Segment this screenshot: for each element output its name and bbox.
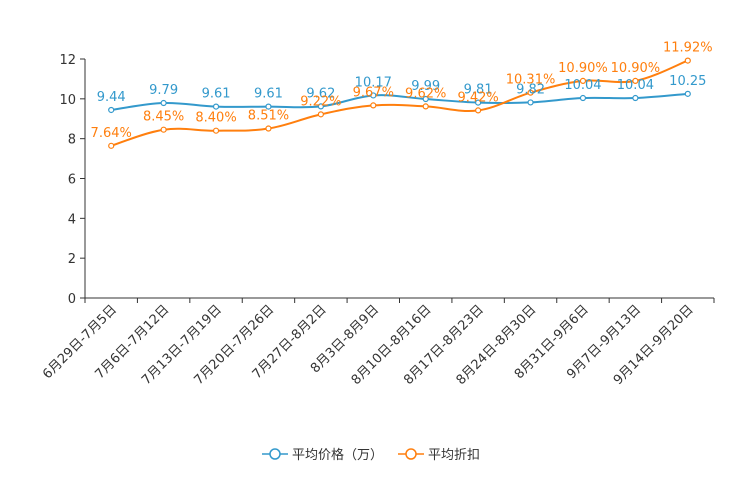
data-label-discount: 11.92%	[663, 41, 713, 56]
data-label-discount: 9.62%	[405, 86, 446, 101]
point-discount[interactable]	[370, 102, 377, 109]
data-label-price: 9.61	[254, 87, 283, 102]
y-tick-label: 2	[68, 252, 76, 267]
point-discount[interactable]	[632, 77, 639, 85]
legend-price-marker	[269, 448, 281, 460]
point-price[interactable]	[108, 106, 115, 114]
y-tick-label: 0	[68, 292, 76, 307]
data-label-discount: 9.67%	[353, 85, 394, 100]
data-label-price: 10.04	[617, 78, 654, 93]
y-tick-label: 12	[59, 53, 76, 68]
series-line-discount	[110, 59, 689, 147]
point-price[interactable]	[527, 99, 534, 106]
y-tick-label: 6	[68, 173, 76, 188]
point-discount[interactable]	[527, 89, 534, 96]
point-price[interactable]	[160, 99, 167, 107]
point-price[interactable]	[684, 90, 691, 97]
legend-discount-label: 平均折扣	[428, 448, 480, 463]
data-label-discount: 10.90%	[558, 61, 608, 76]
data-label-discount: 8.45%	[143, 110, 184, 125]
data-label-discount: 8.40%	[195, 111, 236, 126]
point-discount[interactable]	[265, 125, 272, 132]
point-price[interactable]	[265, 103, 272, 110]
data-label-discount: 10.90%	[611, 61, 661, 76]
legend-price-label: 平均价格（万）	[292, 447, 383, 463]
point-price[interactable]	[475, 99, 482, 106]
point-discount[interactable]	[422, 103, 429, 110]
point-discount[interactable]	[160, 126, 167, 133]
data-label-price: 9.81	[464, 83, 493, 98]
data-label-discount: 8.51%	[248, 109, 289, 124]
data-label-price: 10.17	[355, 75, 392, 90]
point-price[interactable]	[579, 94, 587, 102]
y-tick-label: 10	[59, 93, 76, 108]
point-price[interactable]	[212, 103, 220, 110]
legend-item-price[interactable]: 平均价格（万）	[262, 447, 383, 463]
y-tick-label: 8	[68, 133, 76, 148]
point-price[interactable]	[422, 95, 429, 103]
data-label-price: 9.79	[149, 83, 178, 98]
point-price[interactable]	[317, 103, 324, 110]
legend: 平均价格（万） 平均折扣	[262, 447, 480, 463]
point-price[interactable]	[370, 92, 377, 99]
legend-discount-marker	[405, 448, 417, 460]
point-discount[interactable]	[212, 127, 220, 134]
y-tick-label: 4	[68, 212, 76, 227]
series-line-price	[111, 92, 688, 111]
data-label-price: 9.44	[97, 90, 126, 105]
data-label-price: 9.82	[516, 82, 545, 97]
legend-item-discount[interactable]: 平均折扣	[398, 448, 480, 463]
point-price[interactable]	[632, 94, 639, 102]
point-discount[interactable]	[684, 57, 691, 64]
data-label-discount: 9.22%	[300, 94, 341, 109]
series-layer	[108, 57, 691, 149]
data-label-price: 9.61	[202, 87, 231, 102]
point-discount[interactable]	[579, 77, 587, 85]
data-label-price: 9.99	[411, 79, 440, 94]
data-label-discount: 7.64%	[91, 126, 132, 141]
data-label-price: 10.04	[564, 78, 601, 93]
data-label-discount: 9.42%	[457, 90, 498, 105]
point-discount[interactable]	[475, 107, 482, 114]
data-label-discount: 10.31%	[506, 73, 556, 88]
point-discount[interactable]	[108, 142, 115, 149]
data-label-price: 9.62	[306, 86, 335, 101]
data-label-price: 10.25	[669, 74, 706, 89]
axes: 0246810126月29日-7月5日7月6日-7月12日7月13日-7月19日…	[40, 53, 715, 388]
point-discount[interactable]	[317, 111, 324, 118]
